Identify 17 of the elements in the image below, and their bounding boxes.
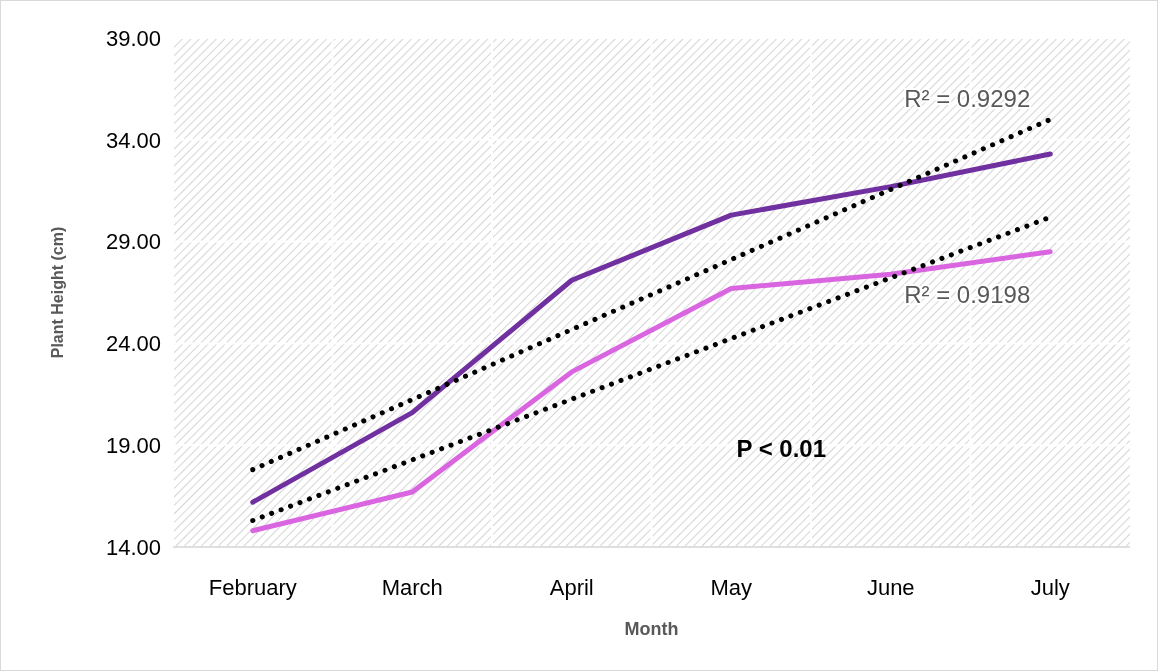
x-tick-label: February [208,575,297,600]
y-tick-label: 19.00 [105,432,161,458]
x-tick-label: May [710,575,753,600]
annotation: P < 0.01 [736,435,827,462]
y-tick-label: 39.00 [105,25,161,51]
y-axis-title: Plant Height (cm) [49,226,66,359]
y-tick-label: 24.00 [105,331,161,357]
x-tick-label: July [1030,575,1070,600]
annotation: R² = 0.9292 [904,85,1031,113]
x-tick-label: March [381,575,443,600]
annotation: R² = 0.9198 [904,281,1031,309]
y-tick-label: 14.00 [105,534,161,560]
x-tick-label: April [549,575,594,600]
x-axis-title: Month [624,619,679,639]
x-tick-label: June [866,575,915,600]
y-tick-label: 29.00 [105,229,161,255]
y-tick-label: 34.00 [105,127,161,153]
